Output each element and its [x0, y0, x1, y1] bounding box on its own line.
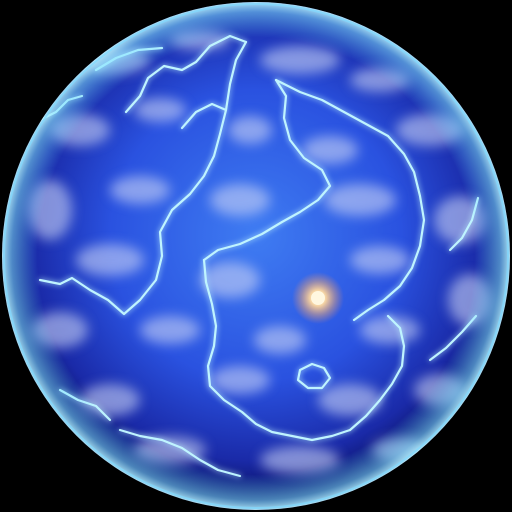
sphere-outline [3, 3, 509, 509]
